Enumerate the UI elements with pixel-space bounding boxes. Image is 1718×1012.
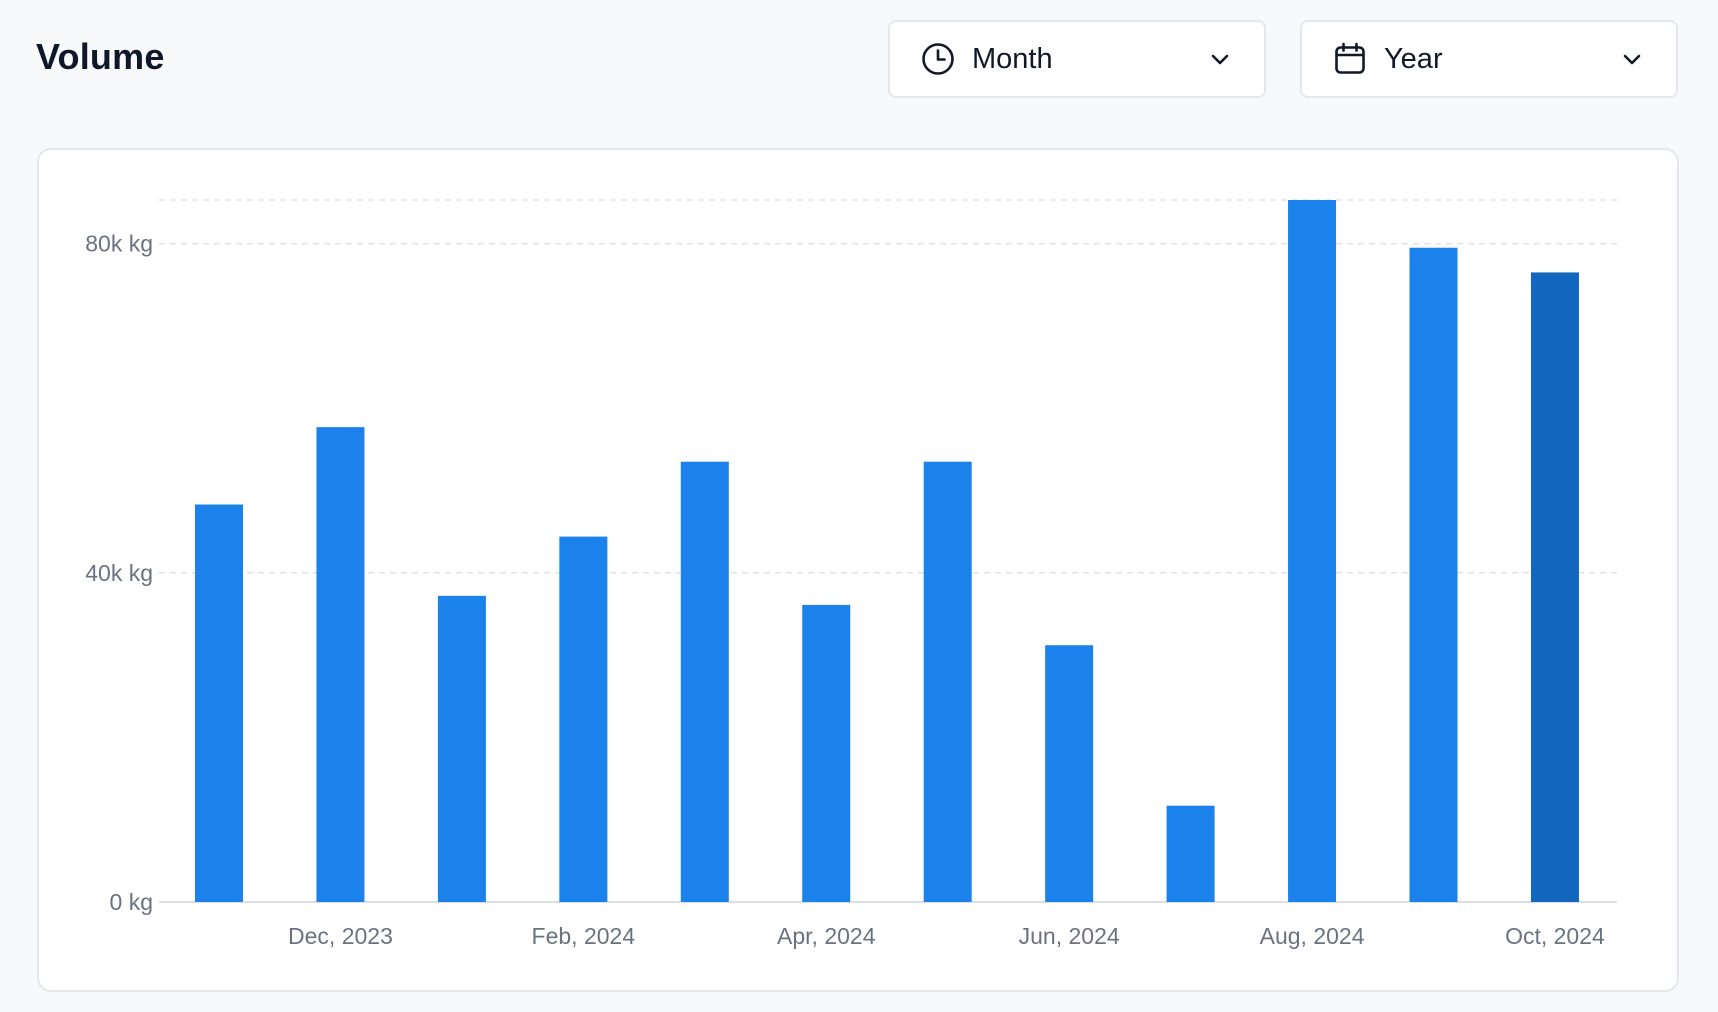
bar-jul-2024 bbox=[1166, 805, 1215, 902]
period-dropdown[interactable]: Month bbox=[888, 20, 1266, 98]
bar-apr-2024 bbox=[802, 604, 851, 902]
bar-mar-2024 bbox=[680, 461, 729, 902]
chevron-down-icon bbox=[1618, 45, 1646, 73]
range-dropdown[interactable]: Year bbox=[1300, 20, 1678, 98]
period-dropdown-label: Month bbox=[972, 42, 1053, 75]
y-tick-label: 0 kg bbox=[110, 889, 153, 915]
chevron-down-icon bbox=[1206, 45, 1234, 73]
bar-feb-2024 bbox=[559, 536, 608, 902]
bar-may-2024 bbox=[923, 461, 972, 902]
bar-nov-2023 bbox=[195, 504, 243, 902]
range-dropdown-label: Year bbox=[1384, 42, 1443, 75]
bar-oct-2024 bbox=[1530, 272, 1579, 902]
y-tick-label: 80k kg bbox=[85, 231, 153, 257]
volume-bar-chart: 0 kg 40k kg 80k kg Dec, 2023 Feb, 2024 Apr, 2… bbox=[85, 199, 1617, 949]
calendar-icon bbox=[1332, 41, 1368, 77]
page-title: Volume bbox=[36, 36, 165, 77]
bar-dec-2023 bbox=[316, 427, 365, 902]
x-tick-label: Aug, 2024 bbox=[1260, 923, 1365, 949]
bar-sep-2024 bbox=[1409, 247, 1458, 902]
bar-jun-2024 bbox=[1045, 645, 1094, 902]
bar-aug-2024 bbox=[1288, 200, 1337, 902]
y-tick-label: 40k kg bbox=[85, 560, 153, 586]
x-tick-label: Apr, 2024 bbox=[777, 923, 876, 949]
clock-icon bbox=[920, 41, 956, 77]
x-tick-label: Jun, 2024 bbox=[1019, 923, 1120, 949]
x-tick-label: Feb, 2024 bbox=[532, 923, 636, 949]
bar-jan-2024 bbox=[437, 595, 486, 902]
x-tick-label: Dec, 2023 bbox=[288, 923, 393, 949]
x-tick-label: Oct, 2024 bbox=[1505, 923, 1605, 949]
chart-card: 0 kg 40k kg 80k kg Dec, 2023 Feb, 2024 Apr, 2… bbox=[37, 148, 1679, 992]
